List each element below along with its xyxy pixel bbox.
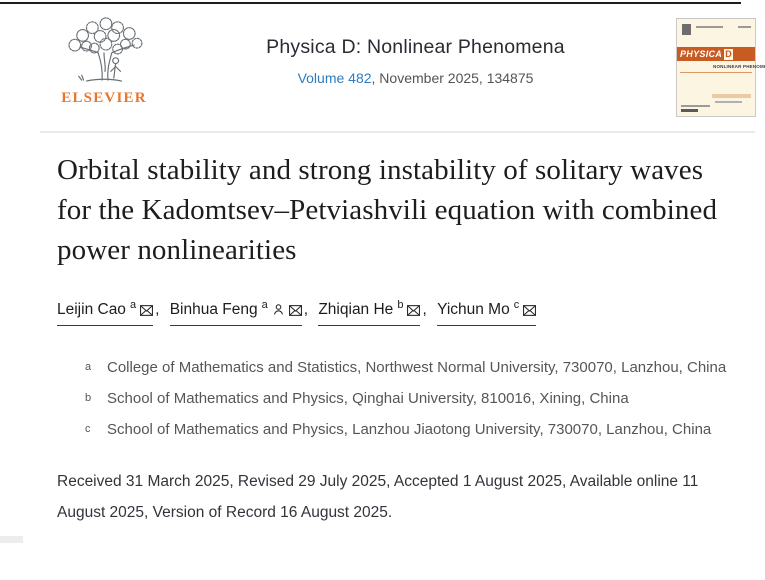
header-divider [40,131,755,133]
article-header-section: Orbital stability and strong instability… [0,116,765,528]
cover-footer-text-line [681,109,698,112]
author-link-zhiqian-he[interactable]: Zhiqian He b [318,299,421,327]
affiliation-superscript: c [513,299,520,312]
cover-rule [680,72,752,73]
affiliation-superscript: a [129,299,137,312]
window-top-border [0,2,741,4]
cover-masthead-text: PHYSICA [680,49,723,59]
journal-header: ELSEVIER Physica D: Nonlinear Phenomena … [0,0,765,117]
cover-masthead-banner: PHYSICA D [677,47,755,61]
cover-series-letter: D [724,48,733,60]
horizontal-scrollbar-fragment[interactable] [0,536,23,543]
affiliation-text: School of Mathematics and Physics, Qingh… [107,389,629,407]
article-dates: Received 31 March 2025, Revised 29 July … [57,473,699,522]
email-envelope-icon[interactable] [407,303,421,321]
cover-subtitle-text: NONLINEAR PHENOMENA [713,64,765,69]
author-list: Leijin Cao a, Binhua Feng a, Zhiqian He b, … [57,299,765,327]
author-link-binhua-feng[interactable]: Binhua Feng a [169,299,302,327]
email-envelope-icon[interactable] [140,303,154,321]
elsevier-wordmark: ELSEVIER [61,90,147,106]
volume-link[interactable]: Volume 482 [297,70,372,86]
cover-footer-text-line [681,105,710,107]
journal-header-center: Physica D: Nonlinear Phenomena Volume 48… [155,16,676,86]
elsevier-tree-icon [56,16,152,89]
affiliation-text: College of Mathematics and Statistics, N… [107,359,727,377]
affiliation-marker: c [85,422,91,435]
affiliation-marker: a [85,361,92,374]
email-envelope-icon[interactable] [288,303,302,321]
author-link-yichun-mo[interactable]: Yichun Mo c [437,299,537,327]
affiliation-item: a College of Mathematics and Statistics,… [57,353,765,384]
corresponding-author-person-icon [272,303,285,321]
volume-issue-line: Volume 482, November 2025, 134875 [155,70,676,86]
affiliation-text: School of Mathematics and Physics, Lanzh… [107,420,712,438]
journal-cover-thumbnail[interactable]: PHYSICA D NONLINEAR PHENOMENA [676,18,765,117]
cover-header-text-line [738,26,751,28]
issue-info: , November 2025, 134875 [371,70,534,86]
affiliation-item: b School of Mathematics and Physics, Qin… [57,384,765,415]
cover-publisher-mark [682,24,691,35]
email-envelope-icon[interactable] [523,303,537,321]
author-link-leijin-cao[interactable]: Leijin Cao a [57,299,154,327]
affiliation-item: c School of Mathematics and Physics, Lan… [57,415,765,446]
cover-header-text-line [696,26,723,28]
affiliation-superscript: a [261,299,268,312]
article-title: Orbital stability and strong instability… [57,154,718,267]
affiliation-marker: b [85,391,92,404]
cover-tan-bar [712,94,751,98]
journal-title-link[interactable]: Physica D: Nonlinear Phenomena [266,36,565,58]
affiliation-list: a College of Mathematics and Statistics,… [57,353,765,445]
elsevier-logo: ELSEVIER [53,16,155,107]
cover-footer-text-line [715,101,742,103]
affiliation-superscript: b [397,299,404,312]
